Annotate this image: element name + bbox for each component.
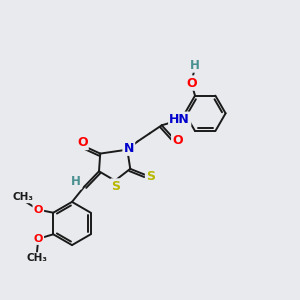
Text: O: O <box>34 205 43 215</box>
Text: O: O <box>77 136 88 149</box>
Text: S: S <box>146 170 155 183</box>
Text: H: H <box>190 58 199 71</box>
Text: O: O <box>172 134 183 147</box>
Text: HN: HN <box>169 113 190 126</box>
Text: S: S <box>111 179 120 193</box>
Text: O: O <box>186 76 197 89</box>
Text: O: O <box>34 234 43 244</box>
Text: H: H <box>71 175 81 188</box>
Text: N: N <box>124 142 134 155</box>
Text: CH₃: CH₃ <box>26 253 47 263</box>
Text: CH₃: CH₃ <box>12 192 33 202</box>
